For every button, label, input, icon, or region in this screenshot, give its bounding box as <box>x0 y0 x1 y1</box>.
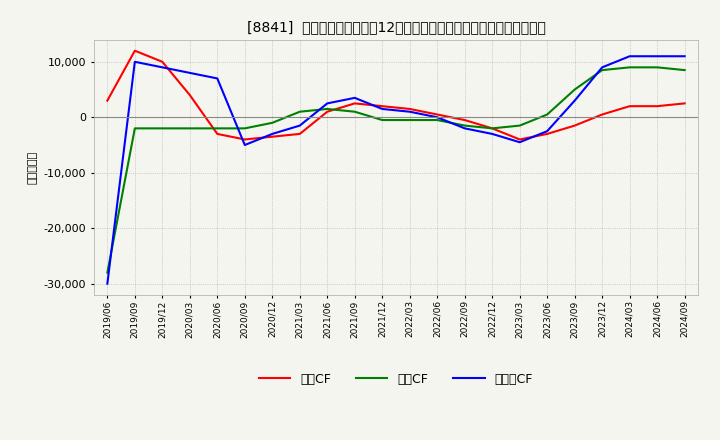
営業CF <box>323 109 332 114</box>
投資CF <box>351 109 359 114</box>
フリーCF <box>351 95 359 100</box>
フリーCF <box>213 76 222 81</box>
フリーCF <box>240 143 249 148</box>
フリーCF <box>158 65 166 70</box>
投資CF <box>378 117 387 123</box>
営業CF <box>240 137 249 142</box>
営業CF <box>626 103 634 109</box>
営業CF <box>268 134 276 139</box>
投資CF <box>433 117 441 123</box>
投資CF <box>460 123 469 128</box>
投資CF <box>186 126 194 131</box>
投資CF <box>488 126 497 131</box>
フリーCF <box>460 126 469 131</box>
投資CF <box>570 87 579 92</box>
フリーCF <box>186 70 194 76</box>
営業CF <box>405 106 414 112</box>
投資CF <box>405 117 414 123</box>
Line: フリーCF: フリーCF <box>107 56 685 284</box>
フリーCF <box>268 131 276 136</box>
投資CF <box>598 67 606 73</box>
投資CF <box>653 65 662 70</box>
営業CF <box>378 103 387 109</box>
営業CF <box>295 131 304 136</box>
フリーCF <box>598 65 606 70</box>
フリーCF <box>323 101 332 106</box>
Title: [8841]  キャッシュフローの12か月移動合計の対前年同期増減額の推移: [8841] キャッシュフローの12か月移動合計の対前年同期増減額の推移 <box>246 20 546 34</box>
投資CF <box>680 67 689 73</box>
営業CF <box>158 59 166 64</box>
営業CF <box>570 123 579 128</box>
投資CF <box>295 109 304 114</box>
フリーCF <box>516 139 524 145</box>
営業CF <box>213 131 222 136</box>
投資CF <box>158 126 166 131</box>
投資CF <box>268 120 276 125</box>
フリーCF <box>488 131 497 136</box>
営業CF <box>130 48 139 53</box>
フリーCF <box>103 281 112 286</box>
Legend: 営業CF, 投資CF, フリーCF: 営業CF, 投資CF, フリーCF <box>254 368 538 391</box>
フリーCF <box>405 109 414 114</box>
営業CF <box>598 112 606 117</box>
営業CF <box>460 117 469 123</box>
営業CF <box>351 101 359 106</box>
投資CF <box>323 106 332 112</box>
営業CF <box>488 126 497 131</box>
投資CF <box>130 126 139 131</box>
営業CF <box>516 137 524 142</box>
Line: 投資CF: 投資CF <box>107 67 685 273</box>
フリーCF <box>626 54 634 59</box>
フリーCF <box>543 128 552 134</box>
フリーCF <box>378 106 387 112</box>
Line: 営業CF: 営業CF <box>107 51 685 139</box>
営業CF <box>653 103 662 109</box>
フリーCF <box>680 54 689 59</box>
Y-axis label: （百万円）: （百万円） <box>28 150 37 184</box>
営業CF <box>433 112 441 117</box>
フリーCF <box>295 123 304 128</box>
営業CF <box>680 101 689 106</box>
フリーCF <box>433 115 441 120</box>
投資CF <box>240 126 249 131</box>
投資CF <box>516 123 524 128</box>
投資CF <box>543 112 552 117</box>
営業CF <box>186 92 194 98</box>
投資CF <box>626 65 634 70</box>
営業CF <box>103 98 112 103</box>
営業CF <box>543 131 552 136</box>
フリーCF <box>570 98 579 103</box>
フリーCF <box>653 54 662 59</box>
フリーCF <box>130 59 139 64</box>
投資CF <box>103 270 112 275</box>
投資CF <box>213 126 222 131</box>
